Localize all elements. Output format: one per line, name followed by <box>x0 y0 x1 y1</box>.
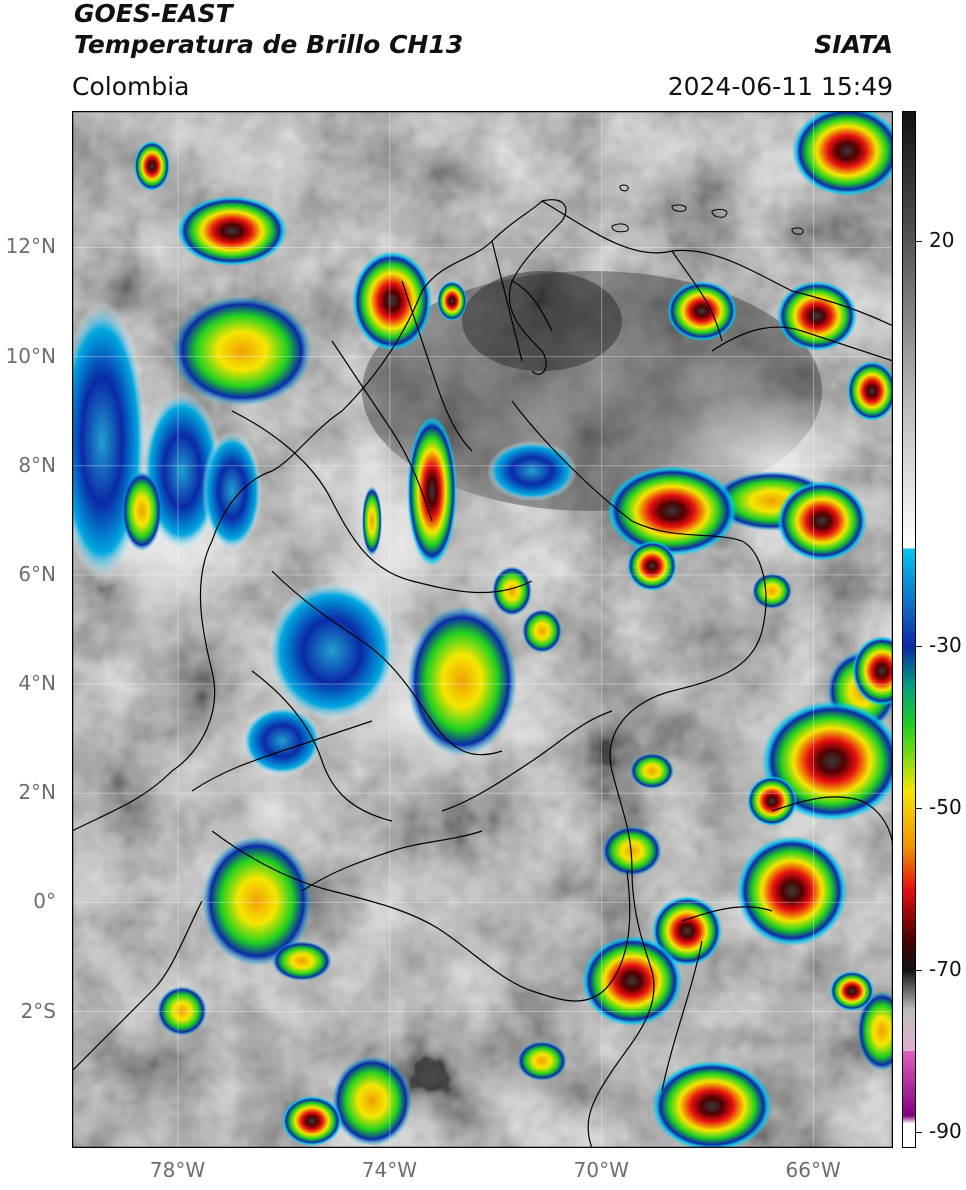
lon-tick-label: 70°W <box>573 1158 629 1182</box>
colorbar-tick <box>916 807 922 809</box>
datetime-label: 2024-06-11 15:49 <box>667 72 893 101</box>
colorbar-tick <box>916 645 922 647</box>
lat-tick-label: 4°N <box>18 671 56 696</box>
lat-tick-label: 12°N <box>5 234 56 259</box>
colorbar-tick <box>916 240 922 242</box>
lon-tick-label: 74°W <box>361 1158 418 1182</box>
lat-tick-label: 6°N <box>18 561 56 586</box>
lat-tick-label: 2°N <box>18 780 56 805</box>
colorbar-tick-label: 20 <box>929 227 955 252</box>
convective-cells-strong <box>134 111 893 1148</box>
lon-tick-label: 66°W <box>785 1158 841 1182</box>
lat-tick-label: 0° <box>33 889 56 914</box>
satellite-map <box>72 111 893 1148</box>
convective-cells-weak <box>122 296 893 1146</box>
colorbar-tick-label: -30 <box>929 632 962 657</box>
colorbar-tick <box>916 969 922 971</box>
gridlines <box>72 111 893 1148</box>
islands <box>611 184 804 235</box>
region-label: Colombia <box>72 72 190 101</box>
colorbar-tick-label: -70 <box>929 956 962 981</box>
satellite-title: GOES-EAST <box>74 0 233 28</box>
lon-tick-label: 78°W <box>149 1158 206 1182</box>
source-label: SIATA <box>814 30 893 59</box>
borders <box>72 199 893 1148</box>
colorbar <box>902 111 916 1148</box>
lat-tick-label: 10°N <box>5 343 56 368</box>
lat-tick-label: 8°N <box>18 452 56 477</box>
lat-tick-label: 2°S <box>20 998 56 1023</box>
colorbar-tick <box>916 1131 922 1133</box>
product-title: Temperatura de Brillo CH13 <box>74 30 464 59</box>
colorbar-tick-label: -50 <box>929 794 962 819</box>
colorbar-tick-label: -90 <box>929 1118 962 1143</box>
